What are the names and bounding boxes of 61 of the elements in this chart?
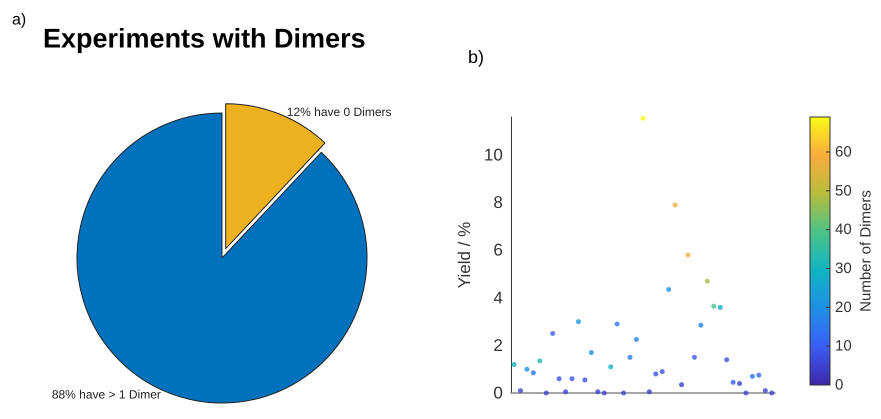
point xyxy=(512,362,517,367)
point xyxy=(582,377,588,382)
color-bar-label: 40 xyxy=(835,221,852,238)
text: b) xyxy=(468,47,484,67)
color-bar-label: 50 xyxy=(835,182,852,200)
point xyxy=(672,202,678,208)
point xyxy=(679,382,684,388)
point xyxy=(530,370,536,376)
text: a) xyxy=(12,12,26,28)
point xyxy=(608,364,614,370)
point xyxy=(544,390,549,396)
color-bar-label: 30 xyxy=(835,260,852,277)
point xyxy=(660,369,665,374)
point xyxy=(704,278,710,284)
point xyxy=(750,374,755,379)
point xyxy=(556,376,562,382)
color-bar-label: 10 xyxy=(835,338,852,355)
point xyxy=(634,336,639,342)
point xyxy=(576,319,581,324)
point xyxy=(646,389,652,394)
point xyxy=(762,388,768,394)
point xyxy=(653,371,658,376)
point xyxy=(628,354,633,360)
point xyxy=(737,380,742,386)
point xyxy=(756,372,762,378)
point xyxy=(563,389,568,394)
point xyxy=(724,357,730,362)
point xyxy=(769,390,774,396)
color-bar-label: 20 xyxy=(835,298,852,316)
point xyxy=(686,252,691,258)
point xyxy=(537,358,542,364)
point xyxy=(570,376,575,382)
slice-label: 88% have > 1 Dimer xyxy=(52,388,161,402)
y-axis-title: Yield / % xyxy=(455,222,474,288)
point xyxy=(621,390,626,396)
y-tick-label: 10 xyxy=(484,146,503,165)
point xyxy=(614,322,620,326)
color-bar-title: Number of Dimers xyxy=(858,190,874,312)
point xyxy=(718,304,723,310)
point xyxy=(518,388,523,394)
point xyxy=(692,354,697,360)
color-bar-label: 60 xyxy=(835,143,852,160)
point xyxy=(524,366,530,372)
point xyxy=(588,350,594,356)
y-tick-label: 4 xyxy=(493,288,503,308)
point xyxy=(666,287,672,292)
point xyxy=(711,304,716,309)
point xyxy=(730,380,736,385)
point xyxy=(640,116,646,121)
y-tick-label: 8 xyxy=(493,193,503,212)
point xyxy=(698,322,704,328)
y-tick-label: 2 xyxy=(493,336,503,355)
chart-title: Experiments with Dimers xyxy=(43,24,366,54)
point xyxy=(602,390,607,396)
y-tick-label: 6 xyxy=(493,240,503,260)
y-tick-label: 0 xyxy=(493,384,503,402)
color-bar-label: 0 xyxy=(835,376,844,394)
point xyxy=(744,390,749,396)
slice-label: 12% have 0 Dimers xyxy=(286,105,392,120)
point xyxy=(595,389,600,394)
point xyxy=(550,331,556,336)
